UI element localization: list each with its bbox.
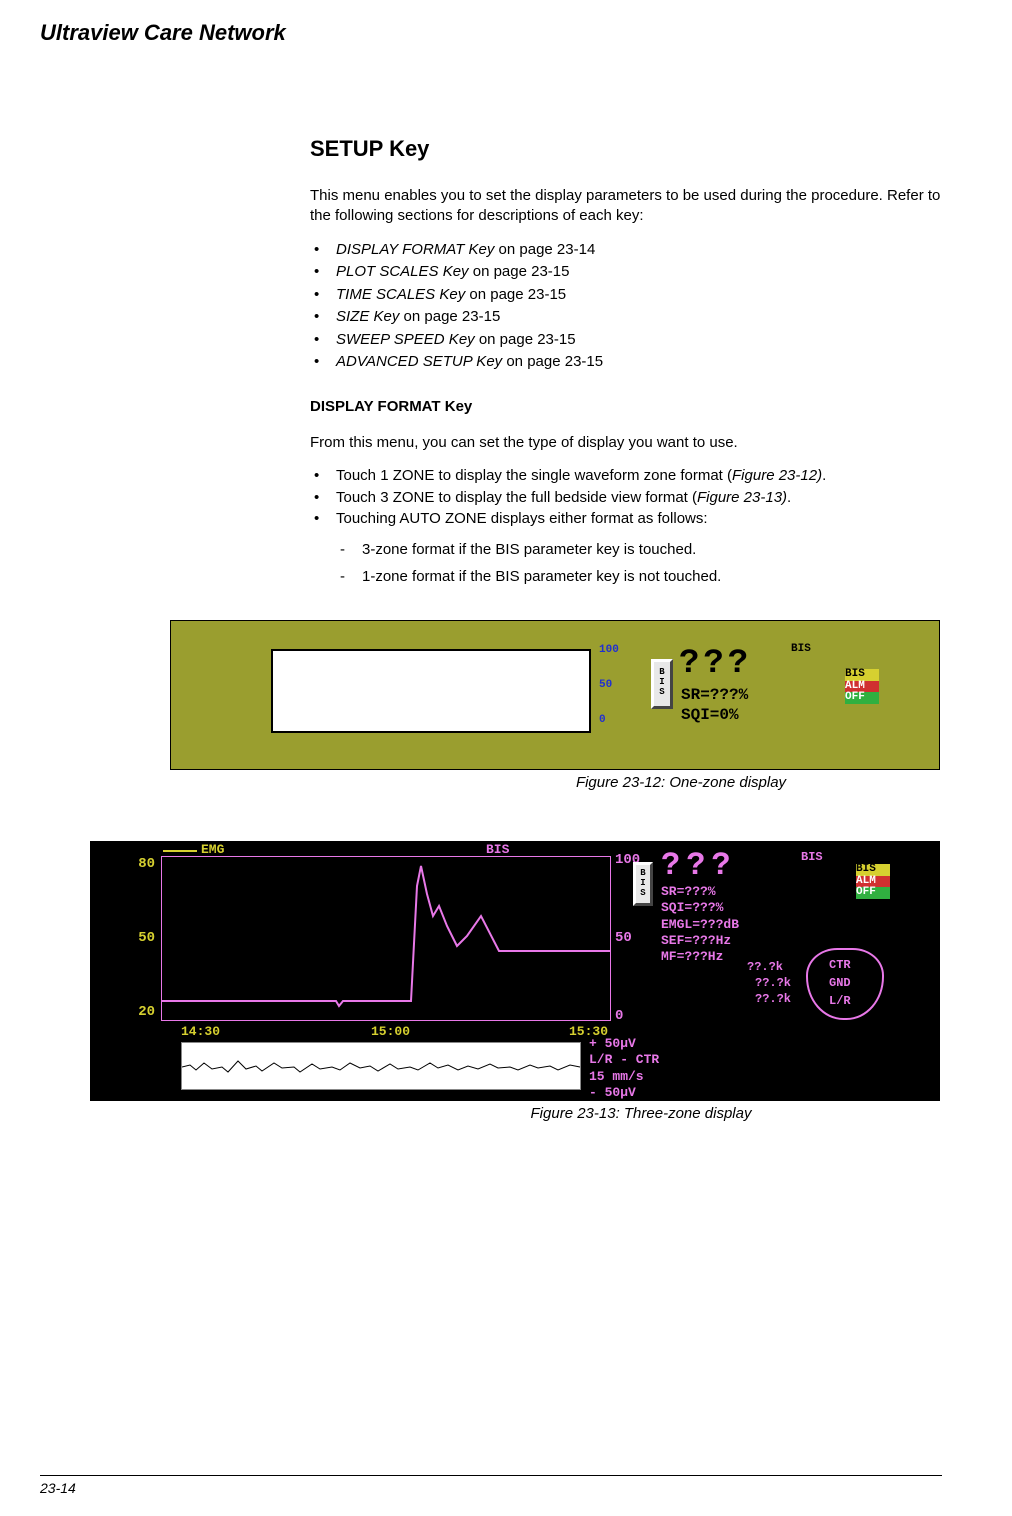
alm-bis: BIS [845,669,879,681]
list-item: PLOT SCALES Key on page 23-15 [310,261,942,284]
emgl: EMGL=???dB [661,917,931,933]
alm-off: OFF [845,692,879,704]
yl-80: 80 [115,856,155,872]
alarm-indicator: BIS ALM OFF [856,864,890,899]
key-ref: on page 23-15 [475,331,576,348]
list-item: Touch 3 ZONE to display the full bedside… [310,487,942,509]
figure-three-zone: EMG BIS 80 50 20 100 50 0 14:30 15:00 15… [90,841,940,1101]
mf: MF=???Hz [661,949,931,965]
fig-ref: Figure 23-13) [697,489,787,506]
yl-50: 50 [115,930,155,946]
list-item: TIME SCALES Key on page 23-15 [310,284,942,307]
right-block: B I S ??? BIS SR=???% SQI=???% EMGL=???d… [661,850,931,965]
scale-labels: 100 50 0 [599,645,629,750]
sub-item: 3-zone format if the BIS parameter key i… [336,536,942,563]
bis-label: BIS [791,643,811,655]
key-name: PLOT SCALES Key [336,263,469,280]
key-ref: on page 23-15 [465,286,566,303]
bis-value: ??? [661,850,931,882]
sub-item: 1-zone format if the BIS parameter key i… [336,563,942,590]
setup-key-list: DISPLAY FORMAT Key on page 23-14 PLOT SC… [310,239,942,374]
bis-trace [161,856,611,1021]
key-name: SWEEP SPEED Key [336,331,475,348]
bullet-post: . [787,489,791,506]
setup-heading: SETUP Key [310,136,942,162]
page-footer: 23-14 [40,1475,942,1496]
bullet-text: Touching AUTO ZONE displays either forma… [336,510,708,527]
key-name: ADVANCED SETUP Key [336,353,502,370]
page-number: 23-14 [40,1480,76,1496]
eeg-speed: 15 mm/s [589,1069,659,1085]
figure-2-caption: Figure 23-13: Three-zone display [340,1105,942,1122]
key-name: SIZE Key [336,308,399,325]
eeg-plus: + 50µV [589,1036,659,1052]
display-format-bullets: Touch 1 ZONE to display the single wavef… [310,465,942,590]
bullet-post: . [822,467,826,484]
bis-value: ??? [679,645,752,683]
scale-100: 100 [599,645,629,656]
sr-value: SR=???% [681,685,748,705]
params: SR=???% SQI=???% EMGL=???dB SEF=???Hz MF… [661,884,931,965]
head-ctr: CTR [829,958,851,974]
key-name: TIME SCALES Key [336,286,465,303]
bullet-text: Touch 1 ZONE to display the single wavef… [336,467,732,484]
readouts: SR=???% SQI=0% [681,685,748,725]
emg-label: EMG [201,842,224,857]
sqi: SQI=???% [661,900,931,916]
eeg-wave-box [181,1042,581,1090]
display-format-intro: From this menu, you can set the type of … [310,433,942,453]
bullet-text: Touch 3 ZONE to display the full bedside… [336,489,697,506]
trace-path [161,866,611,1006]
bis-icon: B I S [633,862,653,906]
figure-1-caption: Figure 23-12: One-zone display [420,774,942,791]
alm-bis: BIS [856,864,890,876]
scale-50: 50 [599,680,629,691]
waveform-box [271,649,591,733]
key-ref: on page 23-15 [399,308,500,325]
imp-gnd: ??.?k [755,976,791,992]
key-ref: on page 23-14 [494,241,595,258]
list-item: ADVANCED SETUP Key on page 23-15 [310,351,942,374]
yr-0: 0 [615,1008,655,1024]
eeg-info: + 50µV L/R - CTR 15 mm/s - 50µV [589,1036,659,1101]
head-gnd: GND [829,976,851,992]
sqi-value: SQI=0% [681,705,748,725]
fig-ref: Figure 23-12) [732,467,822,484]
yr-50: 50 [615,930,655,946]
list-item: SIZE Key on page 23-15 [310,306,942,329]
head-lr: L/R [829,994,851,1010]
figure-one-zone: 100 50 0 B I S ??? BIS SR=???% SQI=0% BI… [170,620,940,770]
eeg-minus: - 50µV [589,1085,659,1101]
list-item: Touch 1 ZONE to display the single wavef… [310,465,942,487]
imp-ctr: ??.?k [747,960,783,976]
list-item: SWEEP SPEED Key on page 23-15 [310,329,942,352]
bis-label: BIS [801,850,823,864]
key-name: DISPLAY FORMAT Key [336,241,494,258]
xl-1430: 14:30 [181,1024,220,1039]
eeg-trace [182,1043,582,1091]
list-item: DISPLAY FORMAT Key on page 23-14 [310,239,942,262]
doc-title: Ultraview Care Network [40,20,942,46]
key-ref: on page 23-15 [469,263,570,280]
imp-lr: ??.?k [755,992,791,1008]
yl-20: 20 [115,1004,155,1020]
sef: SEF=???Hz [661,933,931,949]
display-format-heading: DISPLAY FORMAT Key [310,398,942,415]
eeg-lead: L/R - CTR [589,1052,659,1068]
emg-legend-line [163,850,197,852]
list-item: Touching AUTO ZONE displays either forma… [310,508,942,590]
eeg-path [182,1061,580,1072]
alm-off: OFF [856,887,890,899]
xl-1500: 15:00 [371,1024,410,1039]
scale-0: 0 [599,715,629,726]
sr: SR=???% [661,884,931,900]
bis-icon: B I S [651,659,673,709]
key-ref: on page 23-15 [502,353,603,370]
bis-top-label: BIS [486,842,509,857]
setup-intro: This menu enables you to set the display… [310,186,942,227]
alarm-indicator: BIS ALM OFF [845,669,879,704]
